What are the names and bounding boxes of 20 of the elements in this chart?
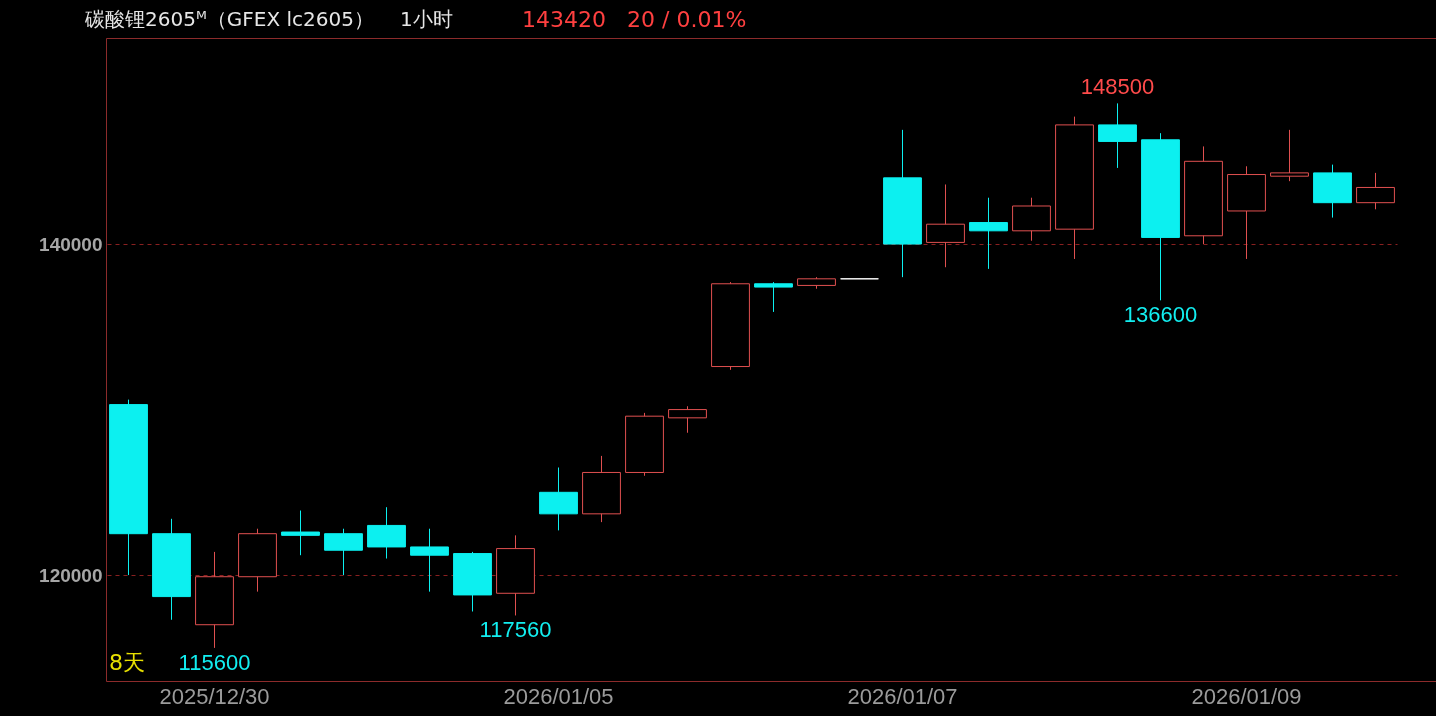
candlestick xyxy=(410,528,449,593)
x-tick-label: 2025/12/30 xyxy=(159,683,270,709)
y-tick-label: 140000 xyxy=(39,233,103,255)
annotation: 117560 xyxy=(479,617,552,643)
annotation: 115600 xyxy=(178,649,251,675)
x-tick-label: 2026/01/09 xyxy=(1191,683,1302,709)
x-tick-label: 2026/01/07 xyxy=(847,683,958,709)
chart-subtitle: 1小时 xyxy=(400,7,453,31)
annotation: 8天 xyxy=(109,650,145,675)
candlestick xyxy=(1270,129,1309,182)
chart-title: 碳酸锂2605ᴹ（GFEX lc2605） xyxy=(84,7,374,31)
candlestick xyxy=(969,197,1008,270)
y-tick-label: 120000 xyxy=(39,564,103,586)
text: 20 / 0.01% xyxy=(627,7,747,32)
text: 143420 xyxy=(522,7,606,32)
annotation: 148500 xyxy=(1080,74,1155,100)
x-tick-label: 2026/01/05 xyxy=(503,683,614,709)
annotation: 136600 xyxy=(1123,302,1198,328)
candlestick xyxy=(281,510,320,556)
candlestick xyxy=(754,281,793,313)
